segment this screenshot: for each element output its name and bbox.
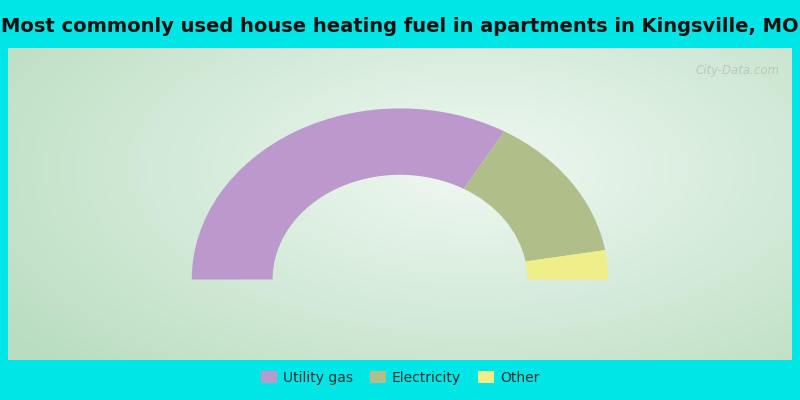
Legend: Utility gas, Electricity, Other: Utility gas, Electricity, Other bbox=[255, 366, 545, 390]
Text: Most commonly used house heating fuel in apartments in Kingsville, MO: Most commonly used house heating fuel in… bbox=[1, 16, 799, 36]
Wedge shape bbox=[464, 131, 605, 262]
Text: City-Data.com: City-Data.com bbox=[696, 64, 780, 77]
Wedge shape bbox=[192, 108, 504, 280]
Wedge shape bbox=[526, 250, 608, 280]
